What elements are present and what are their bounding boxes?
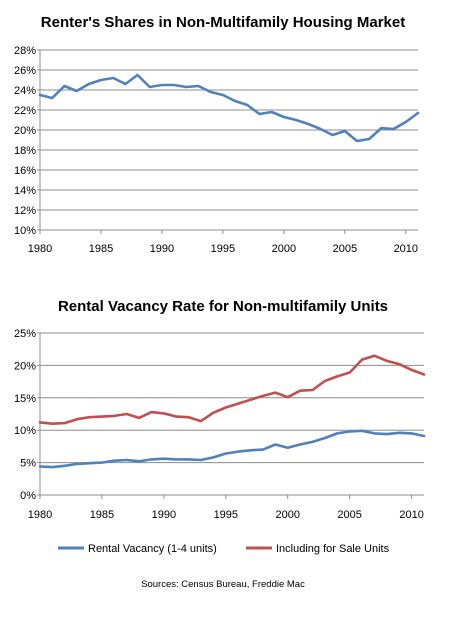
y-tick-label: 26%: [14, 65, 36, 77]
y-tick-label: 12%: [14, 205, 36, 217]
x-tick-label: 2005: [337, 509, 361, 521]
series-line-rental-vacancy-1-4-units: [38, 429, 426, 469]
legend-label-rental-vacancy: Rental Vacancy (1-4 units): [88, 543, 217, 555]
y-tick-label: 20%: [14, 360, 36, 372]
renter-share-chart: Renter's Shares in Non-Multifamily Housi…: [14, 14, 420, 255]
x-tick-label: 1980: [28, 243, 52, 255]
y-tick-label: 24%: [14, 85, 36, 97]
chart2-title: Rental Vacancy Rate for Non-multifamily …: [58, 298, 388, 315]
chart2-series: [38, 354, 426, 469]
y-tick-label: 10%: [14, 425, 36, 437]
chart1-gridlines: [40, 49, 418, 231]
y-tick-label: 25%: [14, 328, 36, 340]
y-tick-label: 14%: [14, 185, 36, 197]
x-tick-label: 2005: [333, 243, 357, 255]
legend-label-including-for-sale: Including for Sale Units: [276, 543, 390, 555]
y-tick-label: 22%: [14, 105, 36, 117]
chart2-legend: Rental Vacancy (1-4 units) Including for…: [58, 543, 390, 555]
x-tick-label: 2010: [399, 509, 423, 521]
x-tick-label: 1995: [214, 509, 238, 521]
y-tick-label: 28%: [14, 45, 36, 57]
chart1-series: [38, 73, 420, 143]
x-tick-label: 1980: [28, 509, 52, 521]
x-tick-label: 1990: [152, 509, 176, 521]
series-line-renter-share: [38, 73, 420, 143]
y-tick-label: 15%: [14, 393, 36, 405]
y-tick-label: 16%: [14, 165, 36, 177]
chart2-y-axis: 0% 5% 10% 15% 20% 25%: [14, 328, 41, 502]
x-tick-label: 2000: [275, 509, 299, 521]
x-tick-label: 2000: [272, 243, 296, 255]
x-tick-label: 1985: [90, 509, 114, 521]
x-tick-label: 2010: [394, 243, 418, 255]
chart1-title: Renter's Shares in Non-Multifamily Housi…: [41, 14, 405, 31]
y-tick-label: 20%: [14, 125, 36, 137]
series-line-including-for-sale-units: [38, 354, 426, 426]
chart1-x-axis: 1980 1985 1990 1995 2000 2005 2010: [28, 230, 418, 255]
y-tick-label: 18%: [14, 145, 36, 157]
source-note: Sources: Census Bureau, Freddie Mac: [141, 579, 305, 590]
vacancy-rate-chart: Rental Vacancy Rate for Non-multifamily …: [14, 298, 426, 555]
y-tick-label: 0%: [20, 490, 36, 502]
chart2-x-axis: 1980 1985 1990 1995 2000 2005 2010: [28, 495, 424, 521]
chart2-gridlines: [40, 332, 424, 496]
x-tick-label: 1990: [150, 243, 174, 255]
x-tick-label: 1995: [211, 243, 235, 255]
y-tick-label: 10%: [14, 225, 36, 237]
chart1-y-axis: 10% 12% 14% 16% 18% 20% 22% 24% 26% 28%: [14, 45, 41, 237]
x-tick-label: 1985: [89, 243, 113, 255]
y-tick-label: 5%: [20, 458, 36, 470]
